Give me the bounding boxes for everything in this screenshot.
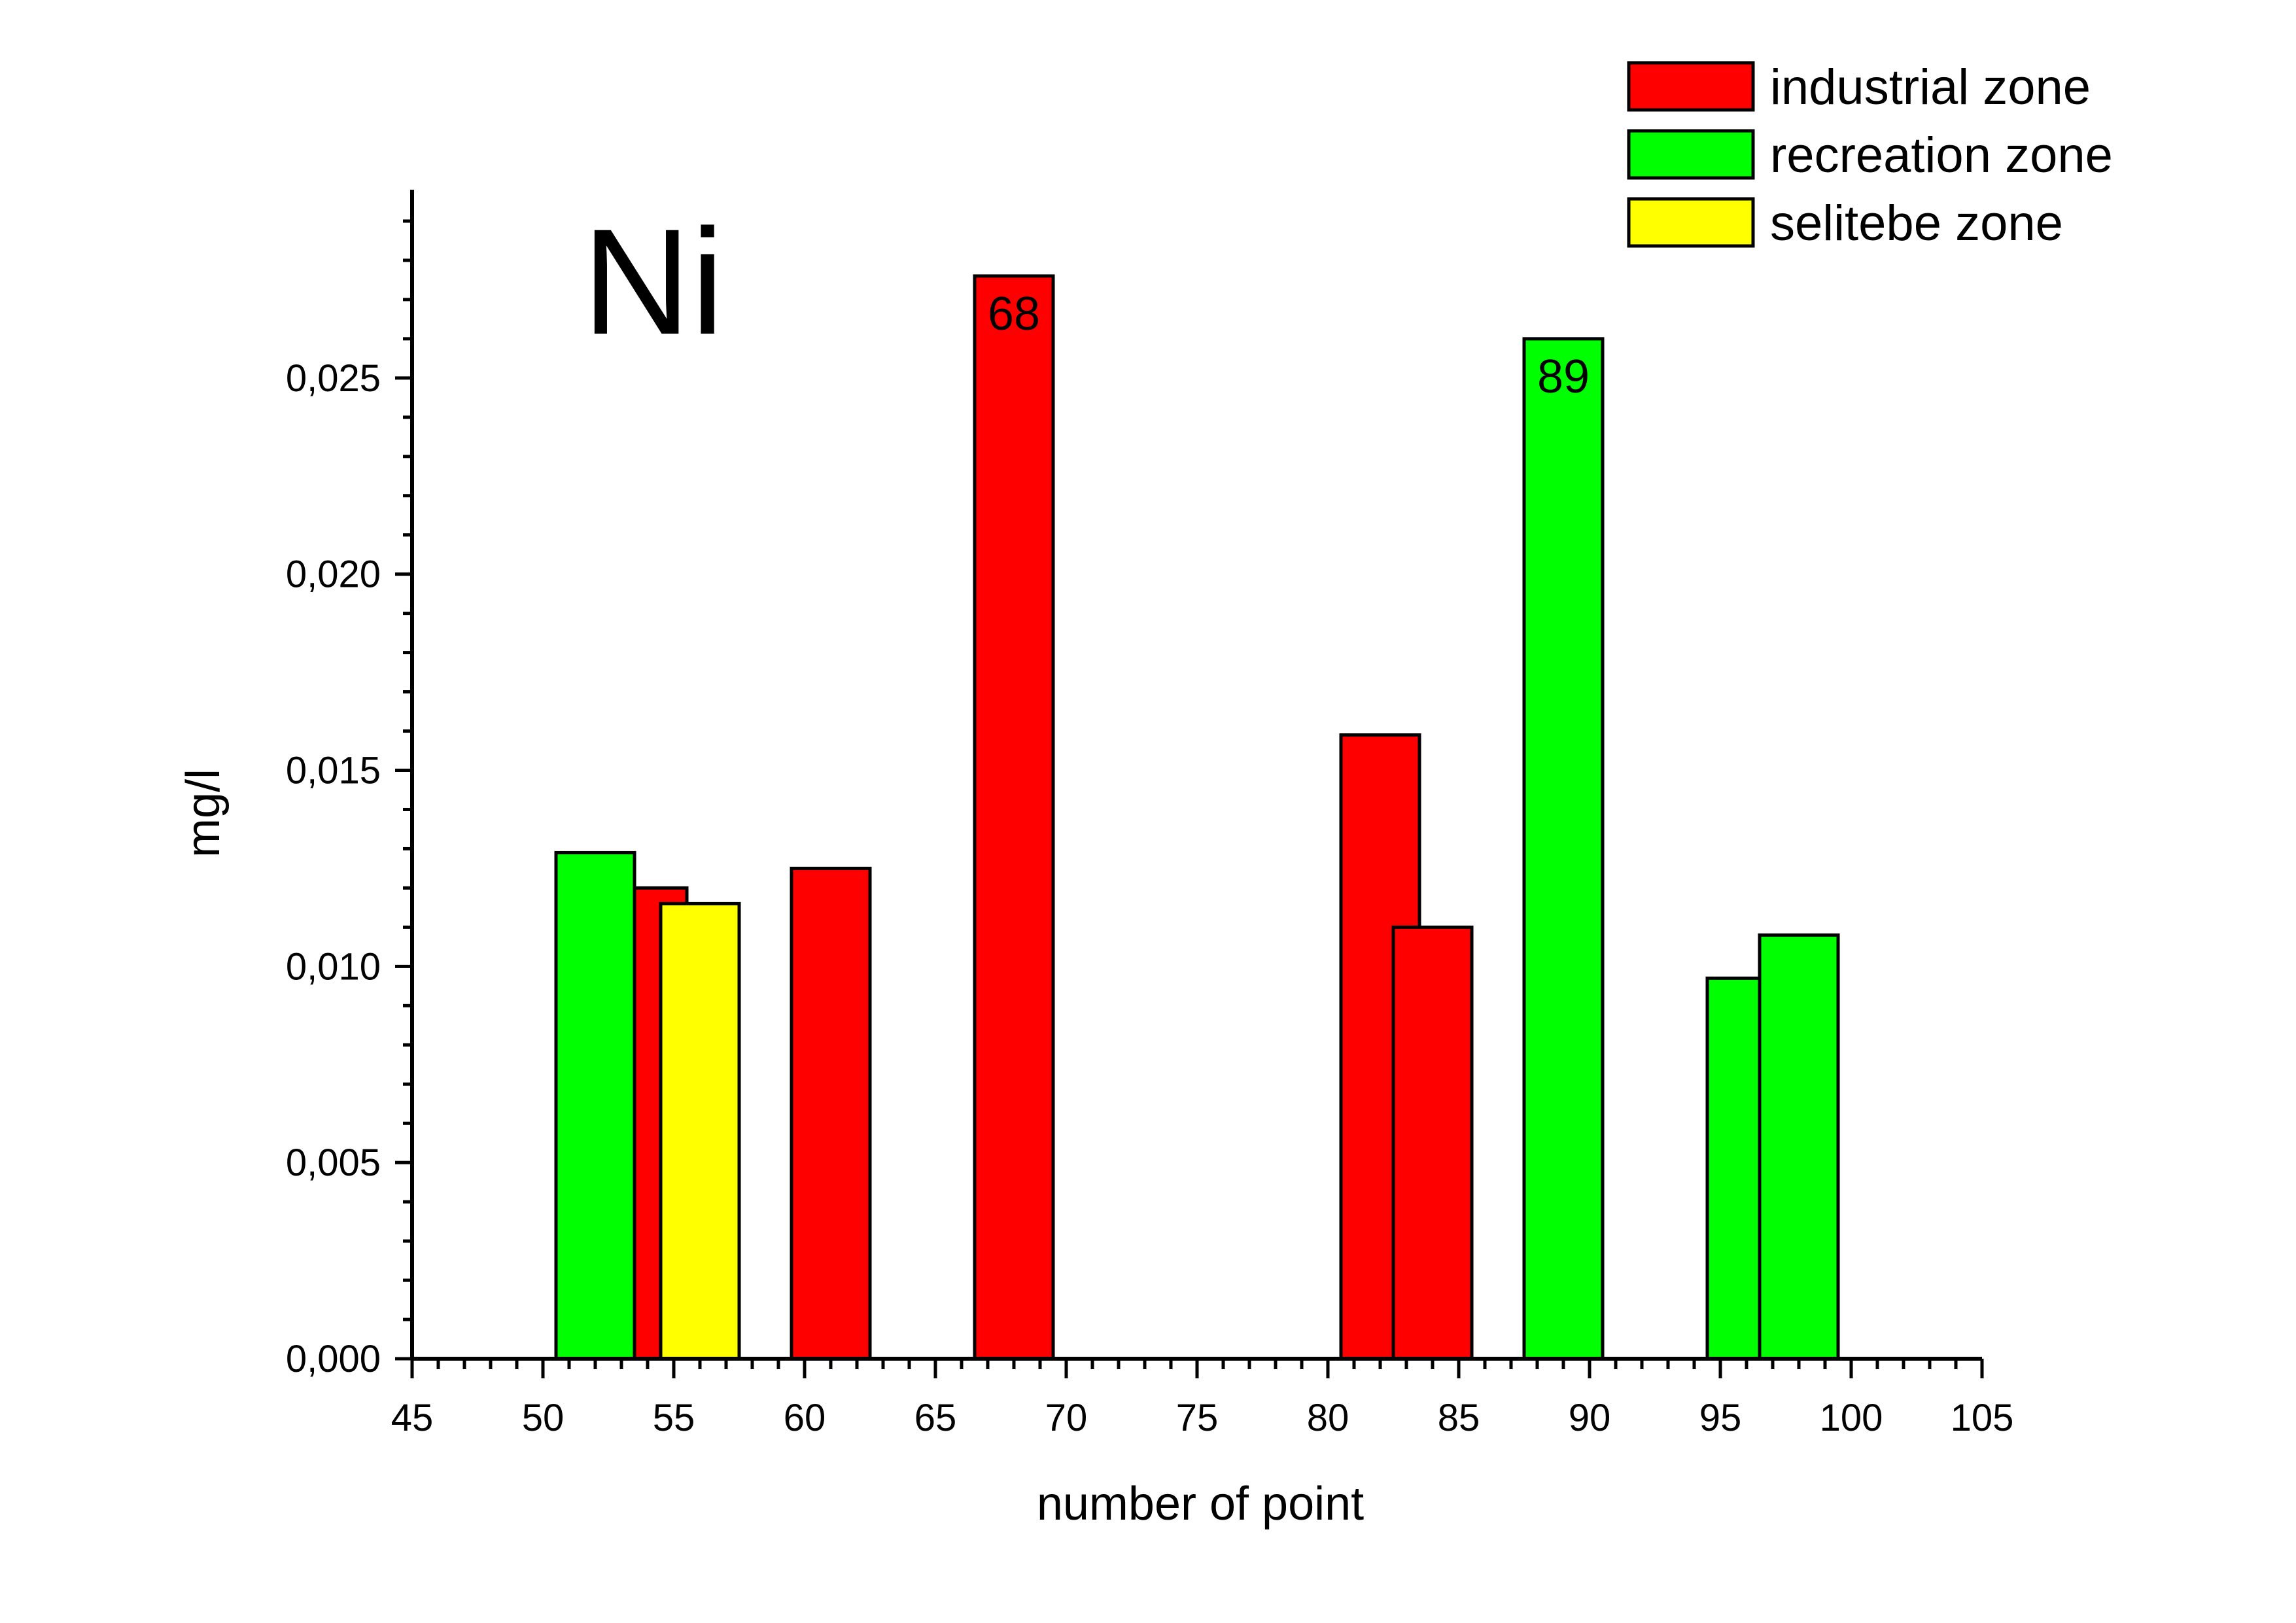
bar: [554, 850, 636, 1361]
y-tick-label: 0,015: [286, 750, 381, 792]
bar: [1391, 925, 1474, 1361]
x-tick-label: 60: [784, 1397, 826, 1439]
y-tick-label: 0,005: [286, 1142, 381, 1184]
y-tick-label: 0,025: [286, 357, 381, 400]
bar-labels-layer: 68 89: [988, 288, 1590, 403]
x-tick-label: 50: [522, 1397, 565, 1439]
legend-label: industrial zone: [1770, 60, 2091, 115]
bar: [1522, 337, 1605, 1361]
x-ticks-layer: 45 50 55 60 65 70 75 80 85 90 95 100 105: [391, 1359, 2014, 1439]
element-label: Ni: [582, 198, 724, 366]
x-tick-label: 90: [1569, 1397, 1611, 1439]
x-axis-title: number of point: [1037, 1478, 1364, 1530]
x-tick-label: 55: [653, 1397, 695, 1439]
y-tick-label: 0,000: [286, 1338, 381, 1380]
x-tick-label: 95: [1699, 1397, 1742, 1439]
x-tick-label: 80: [1307, 1397, 1349, 1439]
x-tick-label: 105: [1951, 1397, 2014, 1439]
y-axis-title: mg/l: [177, 769, 230, 858]
bar-data-label: 68: [988, 288, 1040, 340]
legend-label: selitebe zone: [1770, 196, 2063, 251]
x-tick-label: 75: [1176, 1397, 1219, 1439]
x-tick-label: 65: [914, 1397, 957, 1439]
bar: [790, 866, 872, 1361]
bar: [1758, 933, 1840, 1361]
legend-label: recreation zone: [1770, 128, 2113, 183]
x-tick-label: 85: [1438, 1397, 1480, 1439]
bars-layer: [554, 274, 1840, 1361]
legend-swatch: [1627, 61, 1755, 112]
x-tick-label: 100: [1820, 1397, 1883, 1439]
legend: industrial zone recreation zone selitebe z…: [1627, 60, 2113, 251]
x-tick-label: 45: [391, 1397, 434, 1439]
y-tick-label: 0,010: [286, 945, 381, 988]
y-ticks-layer: 0,000 0,005 0,010 0,015 0,020 0,025: [286, 219, 412, 1380]
y-tick-label: 0,020: [286, 553, 381, 596]
legend-swatch: [1627, 129, 1755, 180]
bar-data-label: 89: [1537, 351, 1590, 403]
x-tick-label: 70: [1045, 1397, 1088, 1439]
legend-swatch: [1627, 197, 1755, 248]
bar: [659, 901, 741, 1361]
bar: [973, 274, 1055, 1361]
